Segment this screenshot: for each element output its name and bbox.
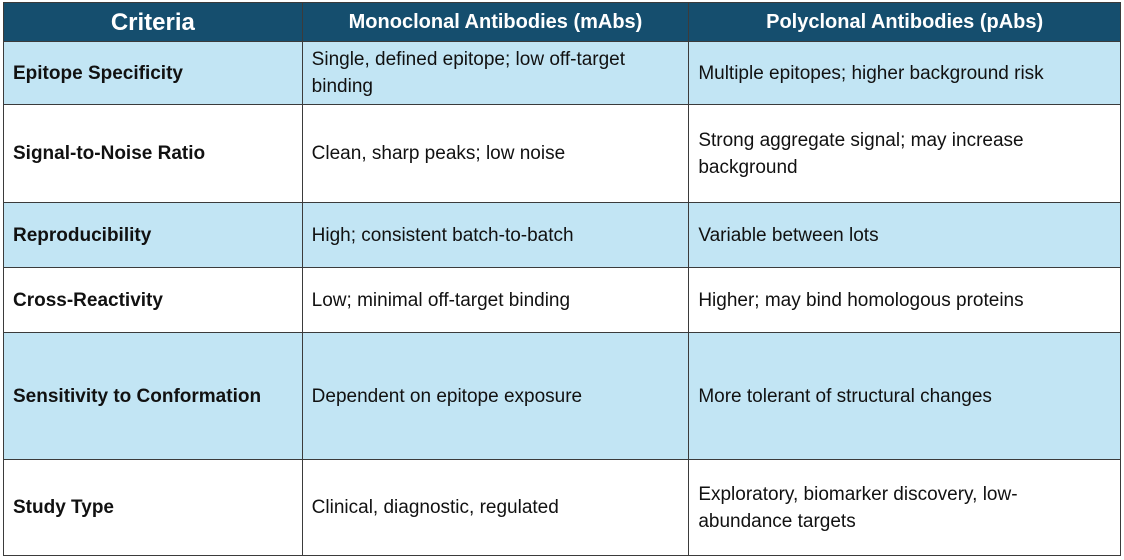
pabs-cell: More tolerant of structural changes: [688, 332, 1121, 460]
mabs-cell: Low; minimal off-target binding: [301, 267, 690, 333]
mabs-cell: High; consistent batch-to-batch: [301, 202, 690, 268]
pabs-cell: Strong aggregate signal; may increase ba…: [688, 104, 1121, 203]
mabs-cell: Single, defined epitope; low off-target …: [301, 41, 690, 105]
header-pabs: Polyclonal Antibodies (pAbs): [688, 2, 1121, 42]
criteria-cell: Signal-to-Noise Ratio: [3, 104, 303, 203]
pabs-cell: Exploratory, biomarker discovery, low-ab…: [688, 459, 1121, 556]
comparison-table: Criteria Monoclonal Antibodies (mAbs) Po…: [3, 2, 1121, 556]
table-row-study-type: Study Type Clinical, diagnostic, regulat…: [3, 459, 1121, 556]
header-mabs: Monoclonal Antibodies (mAbs): [301, 2, 690, 42]
criteria-cell: Study Type: [3, 459, 303, 556]
mabs-cell: Clinical, diagnostic, regulated: [301, 459, 690, 556]
pabs-cell: Multiple epitopes; higher background ris…: [688, 41, 1121, 105]
criteria-cell: Cross-Reactivity: [3, 267, 303, 333]
header-row: Criteria Monoclonal Antibodies (mAbs) Po…: [3, 2, 1121, 42]
pabs-cell: Higher; may bind homologous proteins: [688, 267, 1121, 333]
pabs-cell: Variable between lots: [688, 202, 1121, 268]
header-criteria: Criteria: [3, 2, 303, 42]
table-row-epitope-specificity: Epitope Specificity Single, defined epit…: [3, 41, 1121, 105]
mabs-cell: Clean, sharp peaks; low noise: [301, 104, 690, 203]
criteria-cell: Sensitivity to Conformation: [3, 332, 303, 460]
table-row-sensitivity-to-conformation: Sensitivity to Conformation Dependent on…: [3, 332, 1121, 460]
criteria-cell: Reproducibility: [3, 202, 303, 268]
table-row-signal-to-noise: Signal-to-Noise Ratio Clean, sharp peaks…: [3, 104, 1121, 203]
mabs-cell: Dependent on epitope exposure: [301, 332, 690, 460]
table-row-cross-reactivity: Cross-Reactivity Low; minimal off-target…: [3, 267, 1121, 333]
criteria-cell: Epitope Specificity: [3, 41, 303, 105]
table-row-reproducibility: Reproducibility High; consistent batch-t…: [3, 202, 1121, 268]
